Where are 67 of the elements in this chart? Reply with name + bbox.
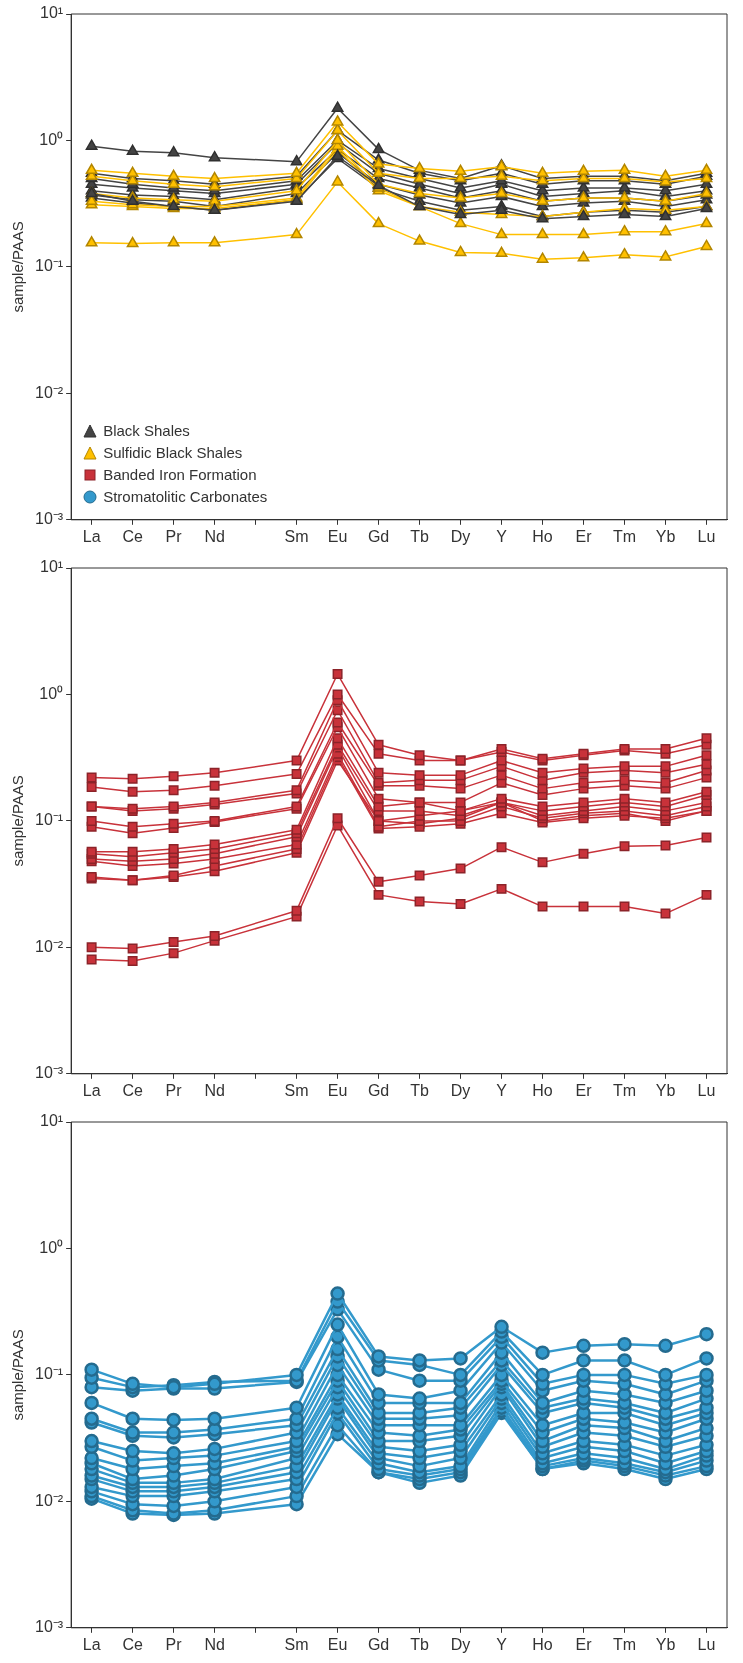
x-tick-label: Er (575, 1635, 593, 1653)
x-tick-label: Tm (612, 527, 637, 545)
y-tick-label: 10⁰ (39, 1238, 64, 1256)
x-tick-label: Y (496, 527, 508, 545)
y-tick-label: 10⁻² (35, 1491, 64, 1509)
x-tick-label: Sm (284, 1081, 309, 1099)
y-tick-label: 10⁻² (35, 383, 64, 401)
x-tick-label: Lu (697, 1635, 716, 1653)
x-tick-label: Ce (122, 527, 143, 545)
x-tick-label: Sm (284, 527, 309, 545)
legend-label: Black Shales (103, 420, 190, 441)
x-tick-label: Tb (410, 1635, 429, 1653)
y-axis-title: sample/PAAS (9, 221, 27, 313)
x-tick-label: Ce (122, 1081, 143, 1099)
x-tick-label: Gd (367, 1081, 390, 1099)
y-tick-label: 10¹ (40, 1112, 64, 1130)
x-tick-label: Y (496, 1081, 508, 1099)
y-tick-label: 10⁻¹ (35, 811, 64, 829)
y-tick-label: 10⁰ (39, 684, 64, 702)
x-tick-label: Nd (204, 1635, 225, 1653)
x-tick-label: Er (575, 1081, 593, 1099)
x-tick-label: La (82, 527, 101, 545)
x-tick-label: Sm (284, 1635, 309, 1653)
x-tick-label: Gd (367, 1635, 390, 1653)
x-tick-label: La (82, 1081, 101, 1099)
x-tick-label: Nd (204, 1081, 225, 1099)
x-tick-label: Yb (655, 527, 676, 545)
y-axis-title: sample/PAAS (9, 1329, 27, 1421)
x-tick-label: Ho (532, 527, 553, 545)
x-tick-label: Tb (410, 1081, 429, 1099)
x-tick-label: Tm (612, 1635, 637, 1653)
y-tick-label: 10⁻¹ (35, 1365, 64, 1383)
x-tick-label: Dy (450, 1081, 471, 1099)
x-tick-label: Pr (165, 1635, 183, 1653)
x-tick-label: Nd (204, 527, 225, 545)
x-tick-label: Lu (697, 527, 716, 545)
y-axis-title: sample/PAAS (9, 775, 27, 867)
x-tick-label: Ce (122, 1635, 143, 1653)
x-tick-label: Ho (532, 1635, 553, 1653)
y-tick-label: 10⁻³ (35, 510, 64, 528)
x-tick-label: Pr (165, 527, 183, 545)
x-tick-label: Er (575, 527, 593, 545)
x-tick-label: Eu (327, 527, 348, 545)
y-tick-label: 10⁰ (39, 130, 64, 148)
x-tick-label: Tm (612, 1081, 637, 1099)
legend-label: Sulfidic Black Shales (103, 442, 243, 463)
x-tick-label: Dy (450, 1635, 471, 1653)
y-tick-label: 10⁻² (35, 937, 64, 955)
x-tick-label: Gd (367, 527, 390, 545)
text: Banded Iron Formation (103, 465, 257, 483)
x-tick-label: Pr (165, 1081, 183, 1099)
x-tick-label: Tb (410, 527, 429, 545)
x-tick-label: Dy (450, 527, 471, 545)
x-tick-label: Y (496, 1635, 508, 1653)
x-tick-label: Yb (655, 1635, 676, 1653)
y-tick-label: 10⁻¹ (35, 257, 64, 275)
text: Stromatolitic Carbonates (103, 487, 268, 505)
x-tick-label: La (82, 1635, 101, 1653)
y-tick-label: 10⁻³ (35, 1618, 64, 1636)
x-tick-label: Eu (327, 1635, 348, 1653)
x-tick-label: Lu (697, 1081, 716, 1099)
y-tick-label: 10¹ (40, 558, 64, 576)
x-tick-label: Eu (327, 1081, 348, 1099)
y-tick-label: 10⁻³ (35, 1064, 64, 1082)
x-tick-label: Yb (655, 1081, 676, 1099)
x-tick-label: Ho (532, 1081, 553, 1099)
y-tick-label: 10¹ (40, 4, 64, 22)
